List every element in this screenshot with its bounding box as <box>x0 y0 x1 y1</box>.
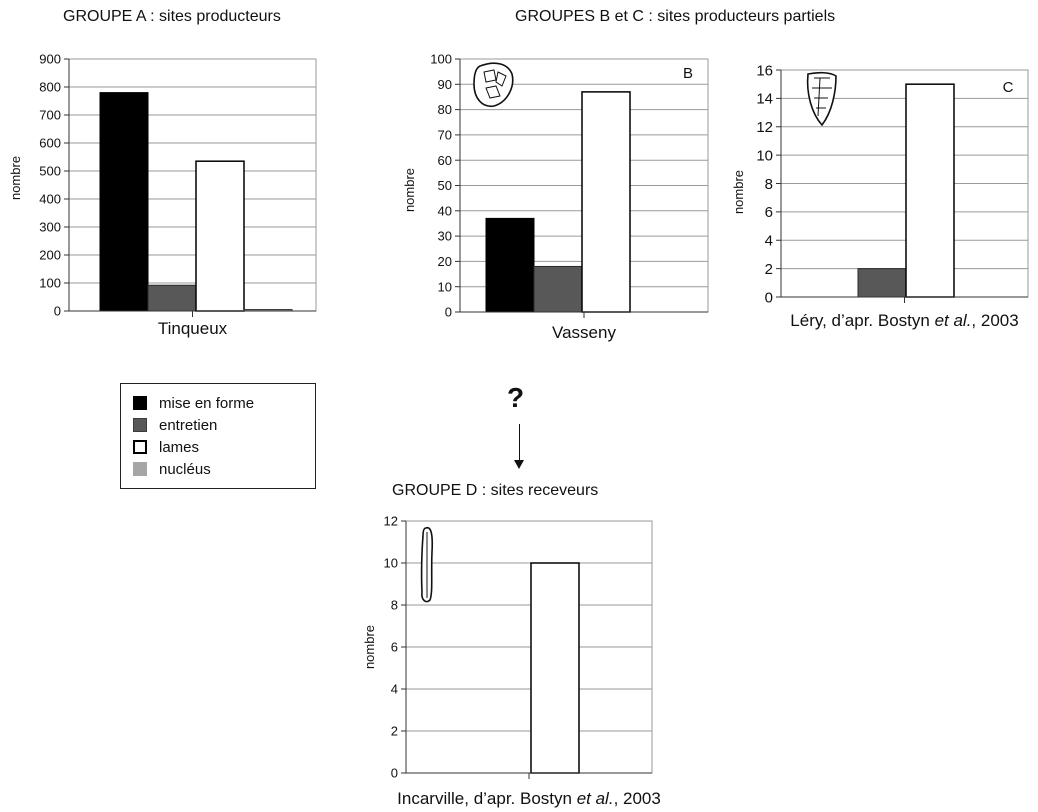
vasseny-y-tick-label: 40 <box>438 203 452 218</box>
group-a-title: GROUPE A : sites producteurs <box>63 8 281 25</box>
lery-y-axis-label: nombre <box>731 170 746 214</box>
vasseny-y-tick-label: 90 <box>438 77 452 92</box>
tinqueux-x-axis-label-text: Tinqueux <box>158 319 228 338</box>
lery-x-axis-label-text: Léry, d’apr. Bostyn <box>790 311 934 330</box>
tinqueux-y-tick-label: 0 <box>54 304 61 319</box>
vasseny-y-tick-label: 10 <box>438 279 452 294</box>
vasseny-y-tick-label: 30 <box>438 229 452 244</box>
incarville-x-axis-label: Incarville, d’apr. Bostyn et al., 2003 <box>397 789 661 808</box>
vasseny-bar-lames <box>581 91 631 313</box>
legend-label-lames: lames <box>159 438 200 456</box>
tinqueux-y-tick-label: 600 <box>39 136 61 151</box>
tinqueux-bar-entretien <box>147 284 197 312</box>
lery-y-tick-label: 14 <box>756 91 773 108</box>
lery-bar-entretien <box>857 268 907 298</box>
down-arrow-icon <box>519 424 520 464</box>
vasseny-y-tick-label: 50 <box>438 178 452 193</box>
tinqueux-y-tick-label: 100 <box>39 276 61 291</box>
vasseny-y-tick-label: 20 <box>438 254 452 269</box>
incarville-y-tick-label: 12 <box>384 514 398 529</box>
incarville-y-tick-label: 8 <box>391 598 398 613</box>
legend-label-entretien: entretien <box>159 416 218 434</box>
lery-bar-lames <box>905 83 955 298</box>
vasseny-y-tick-label: 60 <box>438 153 452 168</box>
vasseny-bar-mise-en-forme <box>485 217 535 313</box>
lery-x-axis-label-year: , 2003 <box>971 311 1018 330</box>
vasseny-y-tick-label: 80 <box>438 102 452 117</box>
legend-swatch-lames <box>133 440 147 454</box>
tinqueux-y-tick-label: 400 <box>39 192 61 207</box>
vasseny-x-axis-label: Vasseny <box>552 323 616 342</box>
core-drawing-facets-icon <box>483 69 507 99</box>
incarville-x-axis-label-italic: et al. <box>577 789 614 808</box>
tinqueux-bar-lames <box>195 160 245 312</box>
blade-core-facets-icon <box>812 77 832 117</box>
legend-swatch-entretien <box>133 418 147 432</box>
blade-core-drawing-icon <box>806 71 837 127</box>
lery-y-tick-label: 8 <box>765 176 773 193</box>
legend-item-lames: lames <box>133 436 315 458</box>
vasseny-bar-entretien <box>533 265 583 313</box>
legend-label-nucleus: nucléus <box>159 460 211 478</box>
lery-panel-letter: C <box>1003 79 1014 96</box>
vasseny-y-axis-label: nombre <box>402 168 417 212</box>
tinqueux-y-axis-label: nombre <box>8 156 23 200</box>
vasseny-y-tick-label: 70 <box>438 127 452 142</box>
lery-y-tick-label: 0 <box>765 289 773 306</box>
tinqueux-bar-mise-en-forme <box>99 92 149 312</box>
tinqueux-y-tick-label: 700 <box>39 108 61 123</box>
down-arrow-head-icon <box>514 460 524 469</box>
tinqueux-y-tick-label: 300 <box>39 220 61 235</box>
legend-item-nucleus: nucléus <box>133 458 315 480</box>
vasseny-y-tick-label: 0 <box>445 305 452 320</box>
tinqueux-y-tick-label: 200 <box>39 248 61 263</box>
tinqueux-x-axis-label: Tinqueux <box>158 319 228 338</box>
incarville-x-axis-label-year: , 2003 <box>614 789 661 808</box>
group-d-title: GROUPE D : sites receveurs <box>392 482 599 499</box>
vasseny-y-tick-label: 100 <box>430 52 452 67</box>
incarville-bar-lames <box>530 562 580 774</box>
group-bc-title: GROUPES B et C : sites producteurs parti… <box>515 8 836 25</box>
lery-y-tick-label: 6 <box>765 204 773 221</box>
lery-y-tick-label: 10 <box>756 147 773 164</box>
lery-x-axis-label-italic: et al. <box>935 311 972 330</box>
vasseny-panel-letter: B <box>683 65 693 82</box>
legend-label-mise-en-forme: mise en forme <box>159 394 255 412</box>
lery-y-tick-label: 16 <box>756 62 773 79</box>
question-mark: ? <box>507 382 525 413</box>
lery-y-tick-label: 2 <box>765 261 773 278</box>
tinqueux-y-tick-label: 900 <box>39 52 61 67</box>
incarville-y-axis-label: nombre <box>362 625 377 669</box>
incarville-x-axis-label-text: Incarville, d’apr. Bostyn <box>397 789 577 808</box>
incarville-y-tick-label: 6 <box>391 640 398 655</box>
lery-y-tick-label: 4 <box>765 233 773 250</box>
incarville-y-tick-label: 2 <box>391 724 398 739</box>
legend: mise en forme entretien lames nucléus <box>120 383 316 489</box>
tinqueux-y-tick-label: 800 <box>39 80 61 95</box>
tinqueux-y-tick-label: 500 <box>39 164 61 179</box>
legend-item-mise-en-forme: mise en forme <box>133 392 315 414</box>
incarville-y-tick-label: 10 <box>384 556 398 571</box>
incarville-y-tick-label: 4 <box>391 682 398 697</box>
lery-y-tick-label: 12 <box>756 119 773 136</box>
legend-item-entretien: entretien <box>133 414 315 436</box>
incarville-y-tick-label: 0 <box>391 766 398 781</box>
legend-swatch-nucleus <box>133 462 147 476</box>
vasseny-x-axis-label-text: Vasseny <box>552 323 616 342</box>
legend-swatch-mise-en-forme <box>133 396 147 410</box>
lery-x-axis-label: Léry, d’apr. Bostyn et al., 2003 <box>790 311 1018 330</box>
